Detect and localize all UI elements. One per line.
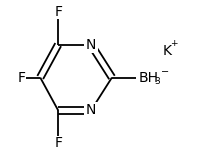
- Text: +: +: [170, 39, 178, 48]
- Text: N: N: [86, 103, 96, 117]
- Text: BH: BH: [139, 71, 159, 84]
- Text: 3: 3: [155, 78, 160, 86]
- Text: F: F: [54, 5, 62, 19]
- Text: F: F: [17, 71, 25, 84]
- Text: K: K: [163, 44, 172, 58]
- Text: F: F: [54, 136, 62, 150]
- Text: −: −: [161, 66, 169, 77]
- Text: N: N: [86, 38, 96, 52]
